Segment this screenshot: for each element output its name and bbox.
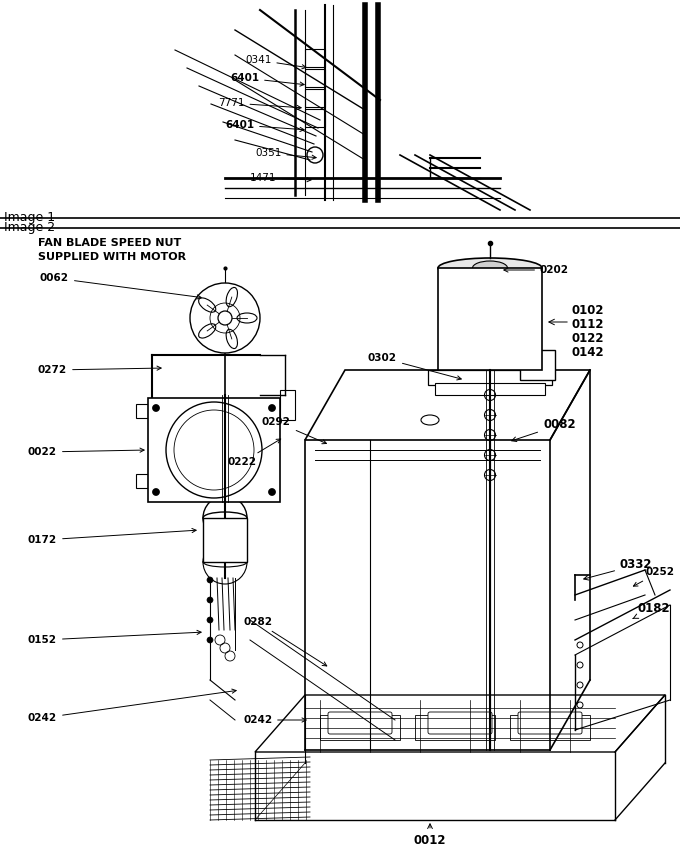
Bar bbox=[428, 370, 552, 385]
Text: FAN BLADE SPEED NUT: FAN BLADE SPEED NUT bbox=[38, 238, 182, 248]
Text: 0122: 0122 bbox=[572, 331, 605, 344]
Text: 7771: 7771 bbox=[218, 98, 301, 110]
Circle shape bbox=[152, 489, 160, 496]
Text: 0152: 0152 bbox=[28, 631, 201, 645]
Ellipse shape bbox=[438, 258, 542, 278]
Bar bbox=[435, 383, 545, 395]
Text: 0062: 0062 bbox=[40, 273, 201, 299]
Text: 0202: 0202 bbox=[504, 265, 569, 275]
FancyBboxPatch shape bbox=[328, 712, 392, 734]
Bar bbox=[305, 49, 325, 67]
Text: 0282: 0282 bbox=[243, 617, 326, 666]
Circle shape bbox=[152, 405, 160, 412]
Text: 0082: 0082 bbox=[511, 419, 576, 441]
Bar bbox=[320, 715, 400, 740]
Text: 0022: 0022 bbox=[28, 447, 144, 457]
Bar bbox=[305, 109, 325, 127]
Bar bbox=[305, 89, 325, 107]
Bar bbox=[148, 398, 280, 502]
Text: 0222: 0222 bbox=[228, 439, 281, 467]
Bar bbox=[203, 518, 247, 562]
Text: 0341: 0341 bbox=[245, 55, 306, 69]
Circle shape bbox=[207, 597, 213, 603]
Circle shape bbox=[269, 489, 275, 496]
Text: 6401: 6401 bbox=[225, 120, 304, 131]
Text: 6401: 6401 bbox=[230, 73, 304, 87]
Text: 0012: 0012 bbox=[413, 823, 446, 847]
Text: 0242: 0242 bbox=[243, 715, 306, 725]
Text: 0292: 0292 bbox=[262, 417, 326, 444]
Ellipse shape bbox=[473, 261, 507, 275]
Text: 0252: 0252 bbox=[633, 567, 674, 586]
Text: 0172: 0172 bbox=[28, 529, 196, 545]
Text: 0272: 0272 bbox=[38, 365, 161, 375]
Bar bbox=[438, 268, 542, 370]
Text: 0112: 0112 bbox=[572, 317, 605, 330]
Circle shape bbox=[269, 405, 275, 412]
Text: Image 2: Image 2 bbox=[4, 221, 55, 234]
Text: 0351: 0351 bbox=[255, 148, 316, 159]
Circle shape bbox=[207, 617, 213, 623]
Bar bbox=[280, 390, 295, 420]
Text: 0302: 0302 bbox=[368, 353, 461, 380]
Bar bbox=[305, 69, 325, 87]
Text: SUPPLIED WITH MOTOR: SUPPLIED WITH MOTOR bbox=[38, 252, 186, 262]
Bar bbox=[510, 715, 590, 740]
Text: 0182: 0182 bbox=[633, 601, 670, 618]
Bar bbox=[136, 404, 148, 418]
Text: 0242: 0242 bbox=[28, 689, 236, 723]
Text: 1471: 1471 bbox=[250, 173, 311, 183]
Text: 0332: 0332 bbox=[583, 559, 653, 580]
Text: Image 1: Image 1 bbox=[4, 211, 55, 224]
Circle shape bbox=[207, 637, 213, 643]
Text: 0142: 0142 bbox=[572, 345, 605, 358]
FancyBboxPatch shape bbox=[518, 712, 582, 734]
Bar bbox=[415, 715, 495, 740]
Text: 0102: 0102 bbox=[572, 304, 605, 317]
Circle shape bbox=[207, 577, 213, 583]
Bar bbox=[520, 350, 555, 380]
FancyBboxPatch shape bbox=[428, 712, 492, 734]
Bar bbox=[136, 474, 148, 488]
